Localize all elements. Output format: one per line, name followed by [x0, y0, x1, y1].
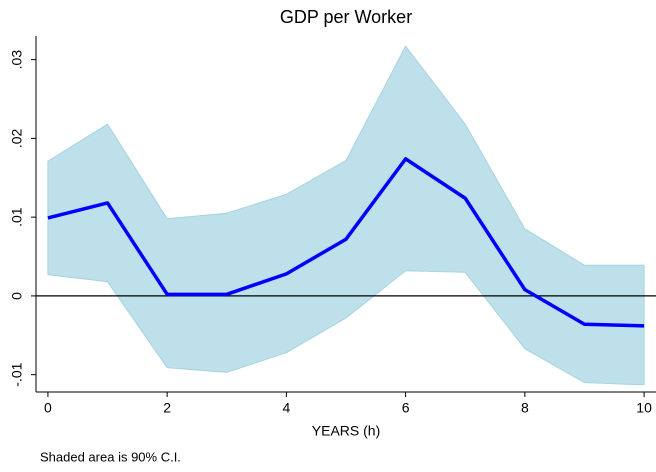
y-tick-label: .03: [9, 50, 25, 70]
estimate-line: [47, 157, 645, 328]
y-tick-label: .02: [9, 128, 25, 148]
y-tick-label: -.01: [9, 362, 25, 386]
x-axis-label: YEARS (h): [312, 423, 380, 439]
note: Shaded area is 90% C.I.: [40, 449, 181, 464]
x-tick-label: 8: [521, 400, 529, 416]
confidence-band: [47, 45, 645, 386]
x-tick-label: 10: [636, 400, 652, 416]
x-tick-label: 6: [402, 400, 410, 416]
y-tick-label: 0: [9, 292, 25, 300]
x-tick-label: 4: [282, 400, 290, 416]
x-tick-label: 2: [163, 400, 171, 416]
y-tick-label: .01: [9, 207, 25, 227]
x-tick-label: 0: [44, 400, 52, 416]
chart-title: GDP per Worker: [280, 7, 412, 27]
